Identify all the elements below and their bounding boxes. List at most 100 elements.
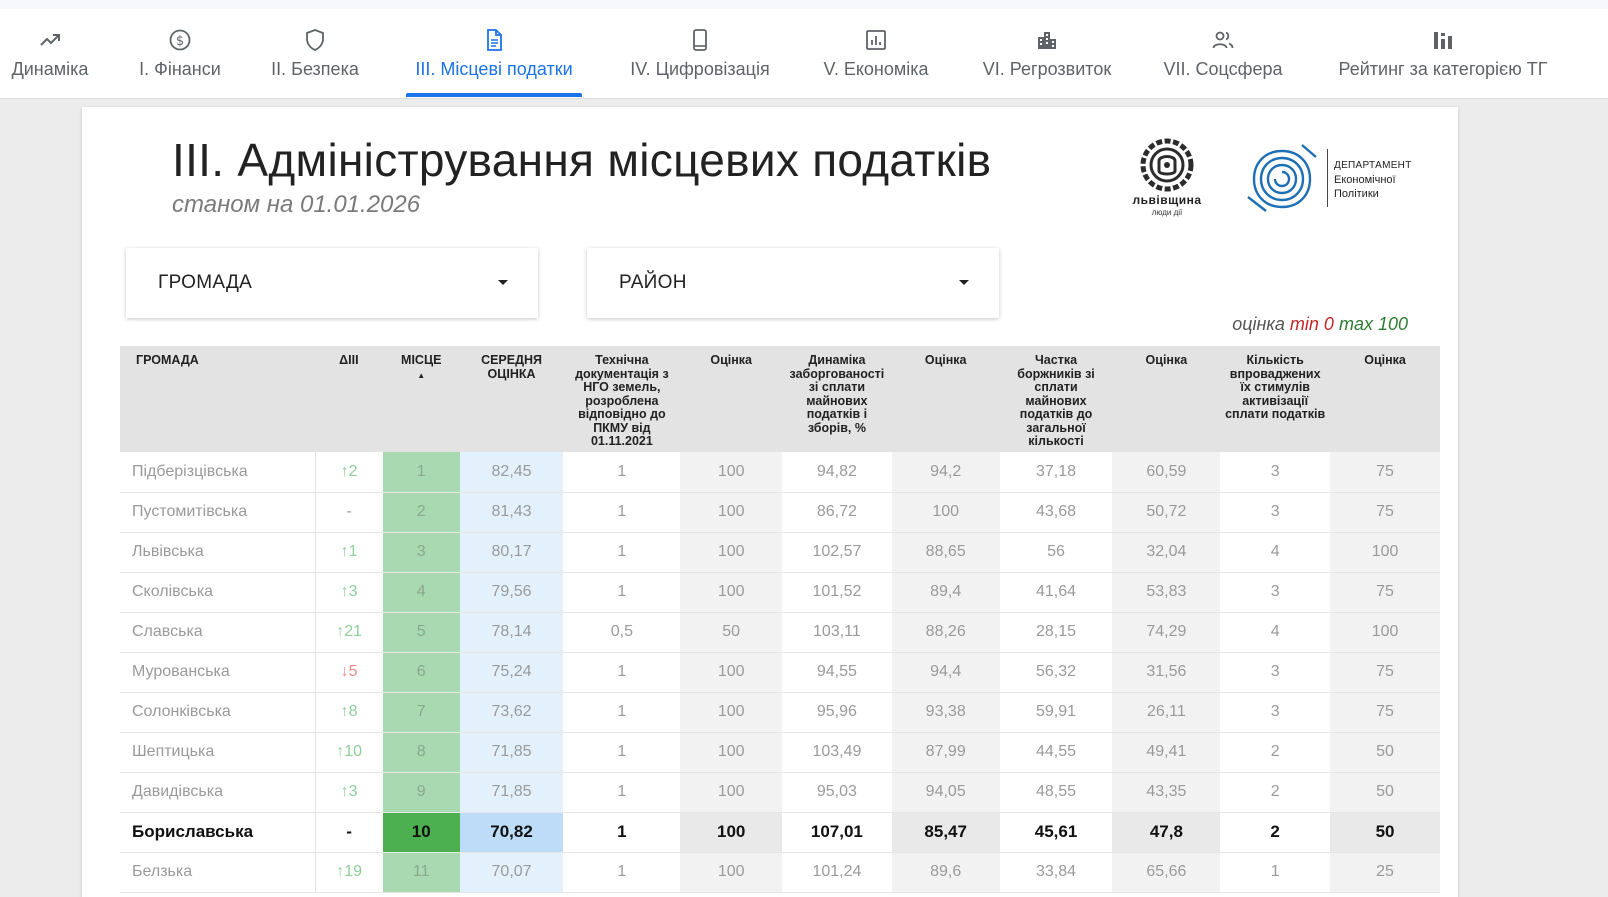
rank-change-cell: -	[315, 492, 383, 533]
table-row[interactable]: Шептицька ↑10 8 71,85 1 100 103,49 87,99 44,55 49…	[120, 732, 1440, 773]
table-row[interactable]: Белзька ↑19 11 70,07 1 100 101,24 89,6 33,84 65,6…	[120, 852, 1440, 893]
column-header-average-score[interactable]: СЕРЕДНЯ ОЦІНКА	[459, 346, 564, 452]
logo-divider	[1327, 149, 1328, 207]
table-row[interactable]: Пустомитівська -2 81,43 1 100 86,72 100 43,68 50…	[120, 492, 1440, 533]
score-cell: 50	[1330, 732, 1440, 773]
score-cell: 100	[680, 732, 782, 773]
score-cell: 94,05	[891, 772, 1000, 813]
land-documentation-cell: 1	[563, 852, 681, 893]
rank-change-cell: ↑10	[315, 732, 383, 773]
debt-dynamics-cell: 95,96	[781, 692, 892, 733]
rank-change-cell: ↓5	[315, 652, 383, 693]
rank-change-cell: ↑1	[315, 532, 383, 573]
score-cell: 100	[680, 772, 782, 813]
column-header-debtor-share[interactable]: Частка боржників зі сплати майнових пода…	[999, 346, 1113, 452]
land-documentation-cell: 1	[563, 692, 681, 733]
place-cell: 4	[382, 572, 460, 613]
column-header-place[interactable]: МІСЦЕ ▲	[382, 346, 460, 452]
report-date: станом на 01.01.2026	[172, 191, 421, 218]
score-cell: 25	[1330, 852, 1440, 893]
tab-social-sphere[interactable]: VII. Соцсфера	[1160, 9, 1286, 99]
place-cell: 5	[382, 612, 460, 653]
tab-security[interactable]: ІІ. Безпека	[266, 9, 364, 99]
table-header: ГРОМАДА ΔIII МІСЦЕ ▲ СЕРЕДНЯ ОЦІНКА Техні…	[120, 346, 1440, 452]
land-documentation-cell: 1	[563, 492, 681, 533]
column-header-community[interactable]: ГРОМАДА	[120, 346, 316, 452]
column-header-incentives-count[interactable]: Кількість впроваджених їх стимулів актив…	[1220, 346, 1331, 452]
average-score-cell: 78,14	[459, 612, 564, 653]
debt-dynamics-cell: 103,49	[781, 732, 892, 773]
table-row[interactable]: Львівська ↑1 3 80,17 1 100 102,57 88,65 56 32,04 4…	[120, 532, 1440, 573]
column-header-score-1[interactable]: Оцінка	[680, 346, 782, 452]
debtor-share-cell: 28,15	[999, 612, 1113, 653]
community-name-cell: Солонківська	[120, 692, 316, 733]
score-cell: 43,35	[1112, 772, 1221, 813]
score-cell: 89,6	[891, 852, 1000, 893]
department-name: ДЕПАРТАМЕНТ Економічної Політики	[1334, 160, 1412, 200]
people-icon	[1211, 27, 1235, 53]
community-name-cell: Підберізцівська	[120, 452, 316, 493]
score-legend: оцінка min 0 max 100	[1232, 314, 1408, 334]
score-cell: 26,11	[1112, 692, 1221, 733]
rank-change-cell: ↑2	[315, 452, 383, 493]
document-icon	[482, 27, 506, 53]
score-cell: 74,29	[1112, 612, 1221, 653]
column-header-score-4[interactable]: Оцінка	[1330, 346, 1440, 452]
tab-local-taxes[interactable]: ІІІ. Місцеві податки	[406, 9, 582, 99]
place-cell: 6	[382, 652, 460, 693]
score-cell: 50	[680, 612, 782, 653]
tab-regional-development[interactable]: VI. Регрозвиток	[975, 9, 1119, 99]
average-score-cell: 79,56	[459, 572, 564, 613]
tab-dynamics[interactable]: Динаміка	[4, 9, 96, 99]
debt-dynamics-cell: 107,01	[781, 812, 892, 853]
tab-digitalization[interactable]: IV. Цифровізація	[624, 9, 776, 99]
score-cell: 100	[680, 492, 782, 533]
table-row[interactable]: Давидівська ↑3 9 71,85 1 100 95,03 94,05 48,55 43…	[120, 772, 1440, 813]
score-cell: 65,66	[1112, 852, 1221, 893]
column-header-delta[interactable]: ΔIII	[315, 346, 383, 452]
community-name-cell: Шептицька	[120, 732, 316, 773]
tab-finance[interactable]: $ І. Фінанси	[134, 9, 226, 99]
column-header-score-2[interactable]: Оцінка	[891, 346, 1000, 452]
svg-text:$: $	[176, 34, 184, 49]
tab-label: Рейтинг за категорією ТГ	[1338, 59, 1548, 79]
community-name-cell: Бориславська	[120, 812, 316, 853]
tab-label: ІІ. Безпека	[271, 59, 359, 79]
place-cell: 8	[382, 732, 460, 773]
score-cell: 31,56	[1112, 652, 1221, 693]
table-row[interactable]: Солонківська ↑8 7 73,62 1 100 95,96 93,38 59,91 2…	[120, 692, 1440, 733]
land-documentation-cell: 1	[563, 812, 681, 853]
table-row[interactable]: Славська ↑21 5 78,14 0,5 50 103,11 88,26 28,15 74…	[120, 612, 1440, 653]
land-documentation-cell: 1	[563, 652, 681, 693]
column-header-debt-dynamics[interactable]: Динаміка заборгованості зі сплати майнов…	[781, 346, 892, 452]
table-row[interactable]: Мурованська ↓5 6 75,24 1 100 94,55 94,4 56,32 31,…	[120, 652, 1440, 693]
debtor-share-cell: 56	[999, 532, 1113, 573]
debt-dynamics-cell: 103,11	[781, 612, 892, 653]
score-cell: 60,59	[1112, 452, 1221, 493]
place-cell: 3	[382, 532, 460, 573]
community-dropdown[interactable]: ГРОМАДА	[126, 248, 538, 318]
rank-change-cell: -	[315, 812, 383, 853]
caret-down-icon	[498, 280, 508, 285]
district-dropdown[interactable]: РАЙОН	[587, 248, 999, 318]
score-cell: 49,41	[1112, 732, 1221, 773]
column-header-land-documentation[interactable]: Технічна документація з НГО земель, розр…	[563, 346, 681, 452]
tab-economy[interactable]: V. Економіка	[818, 9, 934, 99]
incentives-count-cell: 1	[1220, 852, 1331, 893]
caret-down-icon	[959, 280, 969, 285]
table-row[interactable]: Бориславська -10 70,82 1 100 107,01 85,47 45,61…	[120, 812, 1440, 853]
community-name-cell: Пустомитівська	[120, 492, 316, 533]
debt-dynamics-cell: 102,57	[781, 532, 892, 573]
smartphone-icon	[688, 27, 712, 53]
tab-category-rating[interactable]: Рейтинг за категорією ТГ	[1327, 9, 1559, 99]
debtor-share-cell: 43,68	[999, 492, 1113, 533]
score-cell: 93,38	[891, 692, 1000, 733]
page-title: ІІІ. Адміністрування місцевих податків	[172, 134, 992, 186]
debt-dynamics-cell: 94,82	[781, 452, 892, 493]
column-header-score-3[interactable]: Оцінка	[1112, 346, 1221, 452]
table-row[interactable]: Сколівська ↑3 4 79,56 1 100 101,52 89,4 41,64 53,…	[120, 572, 1440, 613]
tab-label: Динаміка	[11, 59, 89, 79]
debt-dynamics-cell: 94,55	[781, 652, 892, 693]
table-row[interactable]: Підберізцівська ↑2 1 82,45 1 100 94,82 94,2 37,1…	[120, 452, 1440, 493]
place-cell: 9	[382, 772, 460, 813]
